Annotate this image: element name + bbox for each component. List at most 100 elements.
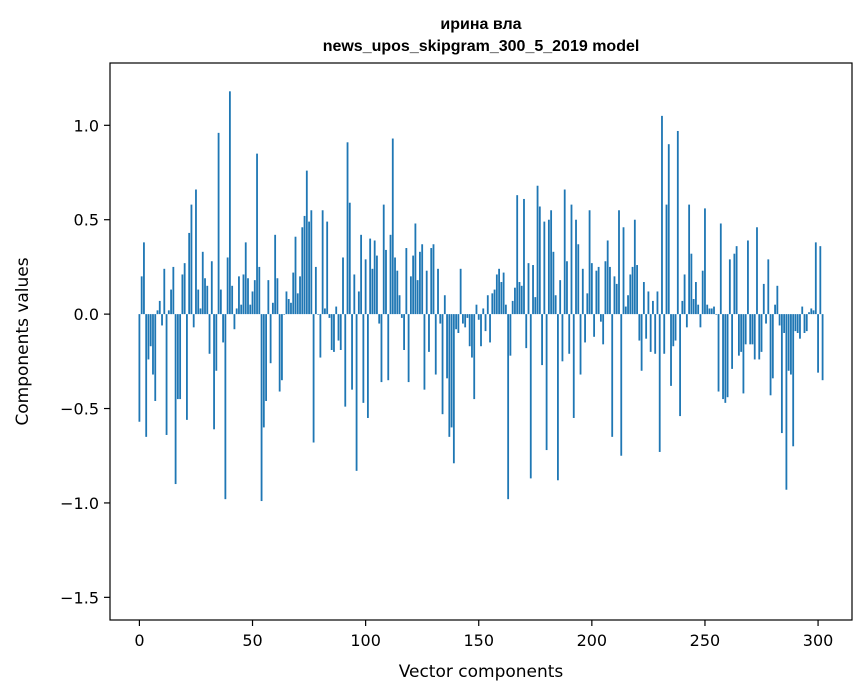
bar-222 [640,314,643,371]
bar-56 [265,314,267,401]
bar-266 [740,314,743,352]
bar-145 [466,314,469,318]
bar-240 [681,300,684,315]
bar-8 [156,310,159,315]
bar-13 [167,310,170,315]
bar-148 [473,314,476,400]
bar-296 [808,312,810,315]
bar-283 [778,314,781,326]
bar-59 [271,302,274,315]
bar-37 [222,314,225,343]
bar-55 [262,314,265,428]
bar-207 [606,240,609,315]
bar-234 [667,144,670,315]
bar-204 [599,314,602,322]
bar-95 [353,274,356,315]
bar-272 [753,314,756,360]
bar-43 [235,308,238,315]
bar-299 [814,242,817,315]
bar-64 [283,314,286,315]
bar-216 [627,295,629,315]
y-tick-label: −0.5 [60,400,99,419]
bar-229 [656,291,659,315]
bar-69 [294,236,297,315]
bar-295 [805,314,808,332]
bar-286 [785,314,788,490]
bar-0 [138,314,141,422]
bar-203 [597,266,600,315]
bar-61 [276,278,279,315]
bar-96 [355,314,358,471]
bar-100 [364,259,367,315]
x-axis-ticks: 0 50 100 150 200 250 300 [134,620,833,650]
bar-168 [518,282,521,315]
bar-57 [267,280,270,315]
bar-223 [642,282,645,315]
bar-116 [400,314,403,318]
bar-297 [810,308,813,315]
bar-277 [765,314,767,324]
bar-255 [715,314,718,315]
bar-88 [337,314,340,341]
bar-181 [547,219,550,315]
bar-120 [409,276,412,315]
bar-151 [480,314,482,347]
bar-186 [559,280,562,315]
bar-300 [817,314,819,373]
bar-107 [380,314,383,383]
bar-44 [238,276,240,315]
bar-157 [493,289,496,315]
bar-162 [504,304,507,315]
bar-133 [439,314,442,324]
bar-242 [685,314,688,328]
bar-18 [179,314,182,400]
bar-119 [407,314,410,383]
x-tick-label: 100 [350,631,381,650]
chart-title-line-2: news_upos_skipgram_300_5_2019 model [323,38,640,55]
chart-title-line-1: ирина вла [440,16,521,33]
bar-198 [586,293,589,315]
bar-101 [366,314,369,418]
bar-48 [247,278,249,315]
bar-241 [683,274,686,315]
bar-153 [484,314,487,332]
bar-14 [170,289,172,315]
bar-247 [697,304,700,315]
bar-90 [342,257,344,315]
bar-25 [195,189,197,315]
bar-40 [228,91,231,315]
bar-83 [326,221,329,315]
bar-129 [430,248,433,315]
bar-275 [760,314,763,352]
bar-62 [278,314,281,392]
bar-301 [819,246,822,315]
bar-167 [516,195,519,315]
bar-274 [758,314,761,360]
bar-67 [290,302,292,315]
bar-125 [421,244,424,315]
y-tick-label: 0.0 [74,305,99,324]
bar-290 [794,314,797,332]
bar-81 [321,210,324,315]
bar-15 [172,266,175,315]
bar-184 [554,295,557,315]
bar-87 [335,306,338,315]
bar-12 [165,314,168,435]
x-tick-label: 250 [690,631,721,650]
bar-111 [389,234,392,315]
bar-230 [658,314,661,452]
bar-137 [448,314,451,437]
bar-264 [735,246,738,315]
bar-200 [590,263,593,315]
bar-27 [199,308,202,315]
bar-144 [464,314,467,328]
bar-6 [152,314,154,375]
bar-21 [186,314,188,420]
bar-72 [301,227,304,315]
bar-54 [260,314,263,502]
x-tick-label: 200 [577,631,608,650]
bar-259 [724,314,727,403]
bar-32 [210,261,213,315]
bar-28 [201,251,204,315]
bar-257 [719,223,722,315]
